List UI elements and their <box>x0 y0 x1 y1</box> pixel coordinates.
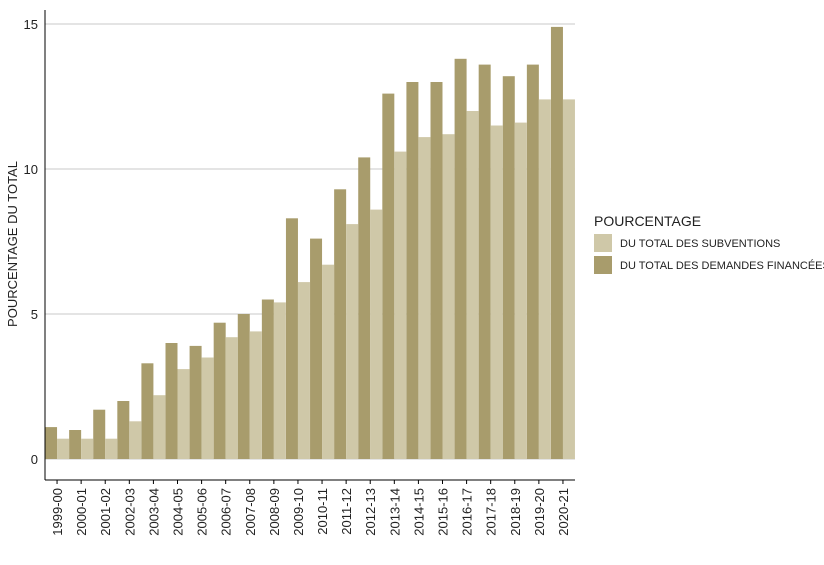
x-tick-label: 2011-12 <box>339 488 354 535</box>
bar-demandes-financees <box>189 345 202 459</box>
bar-subventions <box>562 99 575 460</box>
x-tick-label: 2015-16 <box>436 488 451 536</box>
bar-demandes-financees <box>526 64 539 459</box>
legend-swatch <box>594 256 612 274</box>
bar-demandes-financees <box>406 82 419 459</box>
bar-subventions <box>418 137 431 459</box>
bar-subventions <box>514 122 527 459</box>
bar-demandes-financees <box>69 430 82 459</box>
x-tick-label: 2012-13 <box>363 488 378 536</box>
y-tick-label: 0 <box>31 452 38 467</box>
bar-demandes-financees <box>310 238 323 459</box>
x-tick-label: 1999-00 <box>50 488 65 536</box>
bar-demandes-financees <box>382 93 395 459</box>
y-axis-title: POURCENTAGE DU TOTAL <box>5 161 20 327</box>
x-tick-label: 2016-17 <box>460 488 475 536</box>
bar-demandes-financees <box>285 218 298 459</box>
bar-demandes-financees <box>213 322 226 459</box>
bar-demandes-financees <box>93 409 106 459</box>
bar-demandes-financees <box>358 157 371 459</box>
x-tick-label: 2017-18 <box>484 488 499 536</box>
x-tick-label: 2007-08 <box>243 488 258 536</box>
bar-demandes-financees <box>117 401 130 459</box>
x-tick-label: 2019-20 <box>532 488 547 536</box>
bar-subventions <box>297 282 310 459</box>
bar-subventions <box>322 264 335 459</box>
bar-subventions <box>105 438 118 459</box>
bar-subventions <box>273 302 286 459</box>
bar-subventions <box>225 337 238 459</box>
bar-subventions <box>57 438 70 459</box>
y-tick-label: 10 <box>24 162 38 177</box>
bar-demandes-financees <box>334 189 347 460</box>
bar-subventions <box>81 438 94 459</box>
x-tick-label: 2018-19 <box>508 488 523 536</box>
bar-demandes-financees <box>550 26 563 460</box>
legend: POURCENTAGE DU TOTAL DES SUBVENTIONS DU T… <box>594 213 824 274</box>
x-tick-label: 2006-07 <box>219 488 234 536</box>
legend-label: DU TOTAL DES DEMANDES FINANCÉES <box>620 259 824 272</box>
bar-subventions <box>201 357 214 459</box>
x-tick-label: 2005-06 <box>195 488 210 536</box>
bar-subventions <box>249 331 262 459</box>
bar-subventions <box>538 99 551 460</box>
bar-subventions <box>466 111 479 459</box>
x-tick-labels: 1999-00 2000-01 2001-02 2002-03 2003-04 2004-… <box>50 488 571 536</box>
bar-subventions <box>153 395 166 459</box>
y-tick-labels: 0 5 10 15 <box>24 17 38 467</box>
axes <box>44 10 575 484</box>
bars <box>45 26 575 460</box>
bar-demandes-financees <box>45 427 58 459</box>
x-tick-label: 2003-04 <box>146 488 161 536</box>
bar-demandes-financees <box>478 64 491 459</box>
legend-swatch <box>594 234 612 252</box>
bar-subventions <box>129 421 142 459</box>
bar-demandes-financees <box>454 58 467 460</box>
bar-demandes-financees <box>237 314 250 459</box>
bar-subventions <box>370 209 383 459</box>
x-tick-label: 2014-15 <box>411 488 426 536</box>
bar-subventions <box>394 151 407 459</box>
bar-subventions <box>442 134 455 459</box>
bar-demandes-financees <box>165 343 178 459</box>
x-tick-label: 2001-02 <box>98 488 113 536</box>
bar-demandes-financees <box>502 76 515 459</box>
y-tick-label: 5 <box>31 307 38 322</box>
x-tick-label: 2002-03 <box>122 488 137 536</box>
bar-subventions <box>490 125 503 459</box>
bar-demandes-financees <box>430 82 443 459</box>
bar-demandes-financees <box>261 299 274 459</box>
bar-demandes-financees <box>141 363 154 459</box>
x-tick-label: 2010-11 <box>315 488 330 535</box>
x-tick-label: 2013-14 <box>387 488 402 536</box>
legend-title: POURCENTAGE <box>594 213 701 229</box>
x-tick-label: 2000-01 <box>74 488 89 536</box>
x-tick-label: 2008-09 <box>267 488 282 536</box>
y-tick-label: 15 <box>24 17 38 32</box>
x-tick-label: 2004-05 <box>171 488 186 536</box>
bar-subventions <box>177 369 190 459</box>
legend-label: DU TOTAL DES SUBVENTIONS <box>620 238 780 250</box>
bar-subventions <box>346 224 359 459</box>
x-tick-label: 2020-21 <box>556 488 571 536</box>
x-tick-label: 2009-10 <box>291 488 306 536</box>
